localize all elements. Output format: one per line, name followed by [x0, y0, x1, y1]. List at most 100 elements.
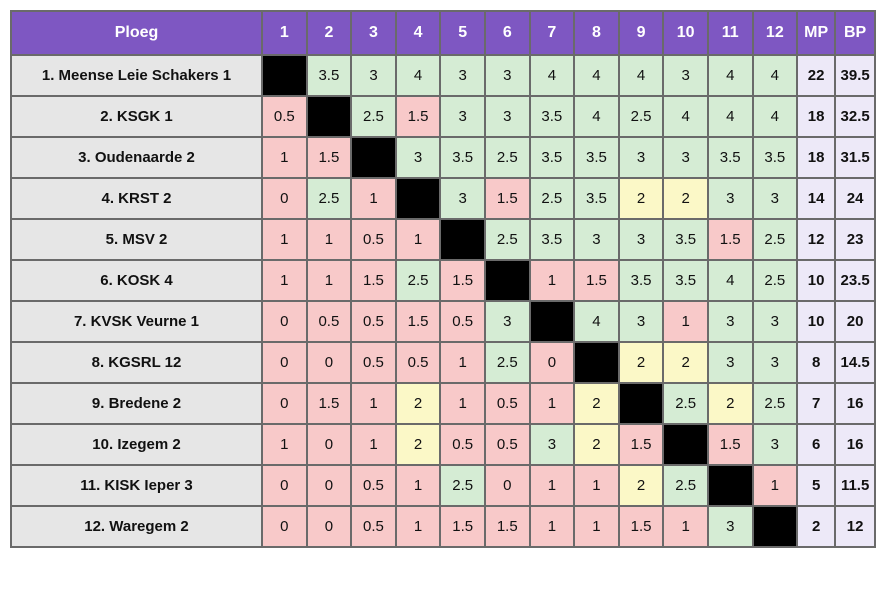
header-col-1[interactable]: 1 [261, 10, 308, 56]
score-cell: 2.5 [662, 464, 709, 507]
table-row: 8. KGSRL 12 0 0 0.5 0.5 1 2.5 0 2 2 3 3 8 14.5 [10, 341, 877, 384]
score-cell: 2 [617, 464, 665, 507]
header-bp[interactable]: BP [834, 10, 877, 56]
header-col-11[interactable]: 11 [706, 10, 754, 56]
score-cell: 3 [751, 177, 799, 220]
match-points: 12 [796, 218, 837, 261]
board-points: 23 [834, 218, 877, 261]
score-cell: 1.5 [706, 218, 754, 261]
header-row: Ploeg 1 2 3 4 5 6 7 8 9 10 11 12 MP BP [10, 10, 877, 56]
score-cell: 0.5 [305, 300, 353, 343]
score-cell: 1 [573, 464, 620, 507]
score-cell: 1 [573, 505, 620, 548]
score-cell: 0 [305, 423, 353, 466]
board-points: 11.5 [834, 464, 877, 507]
score-cell: 1 [528, 464, 576, 507]
header-col-5[interactable]: 5 [439, 10, 486, 56]
score-cell: 3 [573, 218, 620, 261]
team-name: 8. KGSRL 12 [10, 341, 263, 384]
score-cell: 0 [483, 464, 531, 507]
score-cell: 3 [706, 300, 754, 343]
table-row: 10. Izegem 2 1 0 1 2 0.5 0.5 3 2 1.5 1.5 3 6 16 [10, 423, 877, 466]
header-mp[interactable]: MP [796, 10, 837, 56]
score-cell: 1 [261, 259, 308, 302]
score-cell: 1 [350, 423, 397, 466]
header-col-10[interactable]: 10 [662, 10, 709, 56]
score-cell: 1 [350, 177, 397, 220]
score-cell: 1.5 [394, 95, 442, 138]
score-cell: 1 [394, 464, 442, 507]
self-cell [350, 136, 397, 179]
score-cell: 2.5 [662, 382, 709, 425]
score-cell: 2.5 [751, 218, 799, 261]
match-points: 18 [796, 95, 837, 138]
self-cell [617, 382, 665, 425]
header-col-6[interactable]: 6 [483, 10, 531, 56]
score-cell: 4 [573, 54, 620, 97]
team-name: 3. Oudenaarde 2 [10, 136, 263, 179]
score-cell: 0.5 [350, 505, 397, 548]
score-cell: 0.5 [439, 300, 486, 343]
score-cell: 3 [751, 300, 799, 343]
header-col-4[interactable]: 4 [394, 10, 442, 56]
score-cell: 3.5 [439, 136, 486, 179]
self-cell [394, 177, 442, 220]
score-cell: 4 [573, 95, 620, 138]
score-cell: 2 [706, 382, 754, 425]
crosstable: Ploeg 1 2 3 4 5 6 7 8 9 10 11 12 MP BP 1. Meense Leie… [10, 10, 877, 548]
match-points: 2 [796, 505, 837, 548]
score-cell: 2.5 [350, 95, 397, 138]
table-row: 3. Oudenaarde 2 1 1.5 3 3.5 2.5 3.5 3.5 3 3 3.5 3.5… [10, 136, 877, 179]
match-points: 5 [796, 464, 837, 507]
header-col-8[interactable]: 8 [573, 10, 620, 56]
score-cell: 1.5 [350, 259, 397, 302]
score-cell: 2 [617, 177, 665, 220]
self-cell [573, 341, 620, 384]
score-cell: 0 [261, 382, 308, 425]
match-points: 10 [796, 300, 837, 343]
header-col-9[interactable]: 9 [617, 10, 665, 56]
score-cell: 4 [528, 54, 576, 97]
score-cell: 1.5 [394, 300, 442, 343]
score-cell: 3 [617, 136, 665, 179]
score-cell: 3 [483, 95, 531, 138]
score-cell: 3.5 [706, 136, 754, 179]
team-name: 1. Meense Leie Schakers 1 [10, 54, 263, 97]
team-name: 10. Izegem 2 [10, 423, 263, 466]
team-name: 6. KOSK 4 [10, 259, 263, 302]
table-row: 6. KOSK 4 1 1 1.5 2.5 1.5 1 1.5 3.5 3.5 4 2.5 10 23.5 [10, 259, 877, 302]
score-cell: 1.5 [439, 505, 486, 548]
match-points: 22 [796, 54, 837, 97]
score-cell: 1.5 [617, 423, 665, 466]
score-cell: 3 [617, 300, 665, 343]
board-points: 16 [834, 382, 877, 425]
score-cell: 3 [662, 136, 709, 179]
score-cell: 4 [751, 54, 799, 97]
header-team[interactable]: Ploeg [10, 10, 263, 56]
board-points: 39.5 [834, 54, 877, 97]
header-col-7[interactable]: 7 [528, 10, 576, 56]
score-cell: 3 [751, 423, 799, 466]
score-cell: 0.5 [350, 464, 397, 507]
table-row: 12. Waregem 2 0 0 0.5 1 1.5 1.5 1 1 1.5 1 3 2 12 [10, 505, 877, 548]
score-cell: 1 [528, 259, 576, 302]
score-cell: 1.5 [305, 382, 353, 425]
score-cell: 2.5 [751, 382, 799, 425]
header-col-3[interactable]: 3 [350, 10, 397, 56]
header-col-2[interactable]: 2 [305, 10, 353, 56]
score-cell: 1.5 [483, 505, 531, 548]
header-col-12[interactable]: 12 [751, 10, 799, 56]
score-cell: 0.5 [350, 341, 397, 384]
score-cell: 4 [706, 95, 754, 138]
match-points: 10 [796, 259, 837, 302]
match-points: 6 [796, 423, 837, 466]
score-cell: 4 [706, 259, 754, 302]
table-row: 9. Bredene 2 0 1.5 1 2 1 0.5 1 2 2.5 2 2.5 7 16 [10, 382, 877, 425]
board-points: 31.5 [834, 136, 877, 179]
score-cell: 2.5 [394, 259, 442, 302]
self-cell [439, 218, 486, 261]
score-cell: 3 [751, 341, 799, 384]
score-cell: 3.5 [573, 177, 620, 220]
score-cell: 1.5 [706, 423, 754, 466]
score-cell: 3.5 [573, 136, 620, 179]
